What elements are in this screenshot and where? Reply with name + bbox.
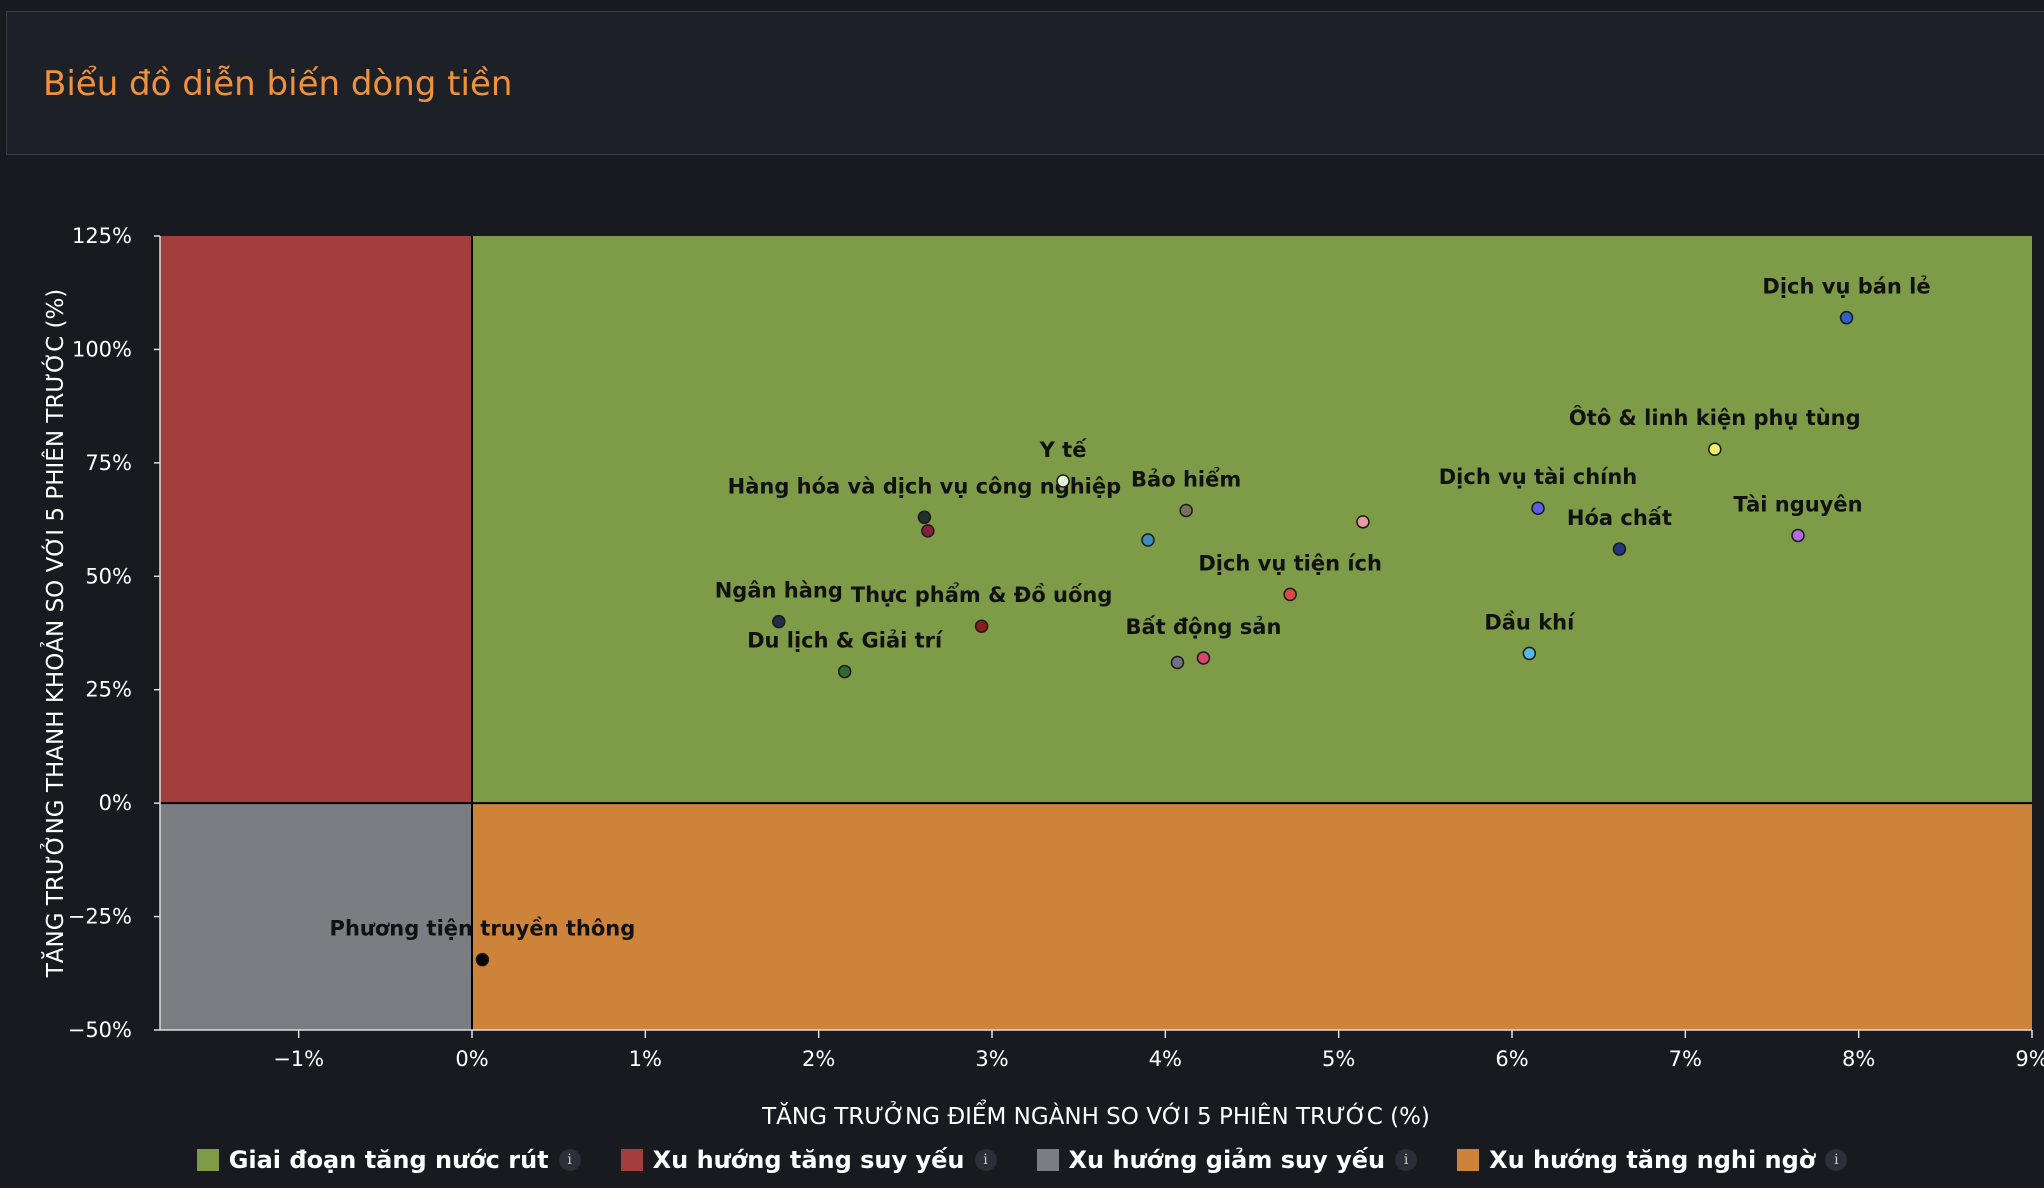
x-tick-label: −1% [273, 1047, 324, 1071]
panel-header: Biểu đồ diễn biến dòng tiền [6, 11, 2044, 155]
data-point [1612, 542, 1627, 556]
legend-label: Giai đoạn tăng nước rút [228, 1146, 549, 1174]
data-point [1141, 533, 1155, 547]
x-tick-label: 7% [1669, 1047, 1702, 1071]
legend-item-xu-huong-tang-nghi-ngo[interactable]: Xu hướng tăng nghi ngờ i [1457, 1146, 1848, 1174]
data-points [475, 310, 1854, 967]
data-point [1522, 646, 1537, 661]
y-tick-label: −50% [68, 1018, 132, 1042]
data-point-label: Bất động sản [1126, 615, 1282, 639]
x-tick-label: 3% [975, 1047, 1008, 1071]
y-tick-label: 125% [72, 224, 132, 248]
chart-axes: −1% 0% 1% 2% 3% 4% 5% 6% 7% 8% 9% 125% 100% 75% 50% 25%… [68, 224, 2044, 1071]
data-point [1791, 528, 1805, 543]
data-point [1356, 515, 1370, 529]
info-icon[interactable]: i [974, 1149, 997, 1171]
point-labels: Dịch vụ bán lẻ Ôtô & linh kiện phụ tùng Dị… [330, 275, 1931, 941]
money-flow-chart: −1% 0% 1% 2% 3% 4% 5% 6% 7% 8% 9% 125% 100% 75% 50% 25%… [40, 224, 2044, 1130]
data-point [772, 614, 786, 629]
y-tick-label: −25% [68, 905, 132, 929]
x-tick-label: 8% [1842, 1047, 1875, 1071]
x-tick-label: 6% [1495, 1047, 1528, 1071]
data-point-label: Dầu khí [1484, 610, 1576, 634]
data-point-label: Thực phẩm & Đồ uống [851, 582, 1113, 607]
x-tick-label: 0% [455, 1047, 488, 1071]
legend: Giai đoạn tăng nước rút i Xu hướng tăng … [0, 1146, 2044, 1174]
data-point [837, 664, 852, 679]
legend-label: Xu hướng giảm suy yếu [1068, 1146, 1386, 1174]
legend-label: Xu hướng tăng suy yếu [652, 1146, 965, 1174]
quadrant-region [472, 803, 2032, 1030]
data-point [917, 510, 932, 525]
legend-item-giai-doan-tang-nuoc-rut[interactable]: Giai đoạn tăng nước rút i [196, 1146, 581, 1174]
info-icon[interactable]: i [1825, 1149, 1848, 1171]
data-point-label: Du lịch & Giải trí [747, 629, 944, 653]
data-point [1056, 474, 1070, 488]
x-tick-label: 1% [629, 1047, 662, 1071]
legend-item-xu-huong-giam-suy-yeu[interactable]: Xu hướng giảm suy yếu i [1036, 1146, 1418, 1174]
x-tick-label: 5% [1322, 1047, 1355, 1071]
y-axis-title: TĂNG TRƯỞNG THANH KHOẢN SO VỚI 5 PHIÊN T… [40, 289, 69, 979]
data-point-label: Y tế [1039, 438, 1088, 462]
info-icon[interactable]: i [1395, 1149, 1418, 1171]
y-tick-label: 50% [85, 564, 132, 588]
legend-swatch [1036, 1149, 1059, 1171]
data-point [1531, 501, 1545, 515]
quadrant-region [160, 236, 472, 804]
data-point [974, 619, 989, 633]
data-point [1839, 310, 1854, 325]
data-point [1708, 442, 1722, 456]
y-tick-label: 0% [99, 791, 132, 815]
data-point-label: Dịch vụ bán lẻ [1762, 275, 1930, 299]
data-point-label: Dịch vụ tiện ích [1198, 551, 1382, 575]
data-point-label: Hóa chất [1567, 506, 1672, 530]
y-tick-label: 75% [85, 451, 132, 475]
y-tick-label: 100% [72, 337, 132, 361]
data-point-label: Phương tiện truyền thông [330, 917, 636, 941]
data-point-label: Ngân hàng [715, 579, 843, 603]
legend-item-xu-huong-tang-suy-yeu[interactable]: Xu hướng tăng suy yếu i [620, 1146, 997, 1174]
data-point-label: Hàng hóa và dịch vụ công nghiệp [728, 474, 1122, 498]
data-point [921, 524, 935, 538]
data-point [1179, 503, 1193, 518]
data-point-label: Tài nguyên [1733, 492, 1862, 516]
data-point [1196, 651, 1211, 665]
page-title: Biểu đồ diễn biến dòng tiền [43, 64, 513, 104]
data-point [1283, 587, 1297, 602]
data-point-label: Ôtô & linh kiện phụ tùng [1569, 405, 1861, 430]
quadrant-region [160, 803, 472, 1030]
info-icon[interactable]: i [558, 1149, 581, 1171]
x-tick-label: 2% [802, 1047, 835, 1071]
data-point [475, 952, 490, 967]
y-tick-label: 25% [85, 678, 132, 702]
legend-swatch [196, 1149, 219, 1171]
legend-swatch [1457, 1149, 1480, 1171]
data-point [1170, 655, 1185, 670]
legend-swatch [620, 1149, 643, 1171]
x-tick-label: 4% [1149, 1047, 1182, 1071]
x-axis-title: TĂNG TRƯỞNG ĐIỂM NGÀNH SO VỚI 5 PHIÊN TR… [761, 1100, 1430, 1130]
x-tick-label: 9% [2015, 1047, 2044, 1071]
legend-label: Xu hướng tăng nghi ngờ [1489, 1146, 1816, 1174]
data-point-label: Bảo hiểm [1131, 466, 1241, 491]
quadrant-region [472, 236, 2032, 804]
data-point-label: Dịch vụ tài chính [1439, 465, 1638, 489]
quadrant-backgrounds [160, 236, 2032, 1030]
